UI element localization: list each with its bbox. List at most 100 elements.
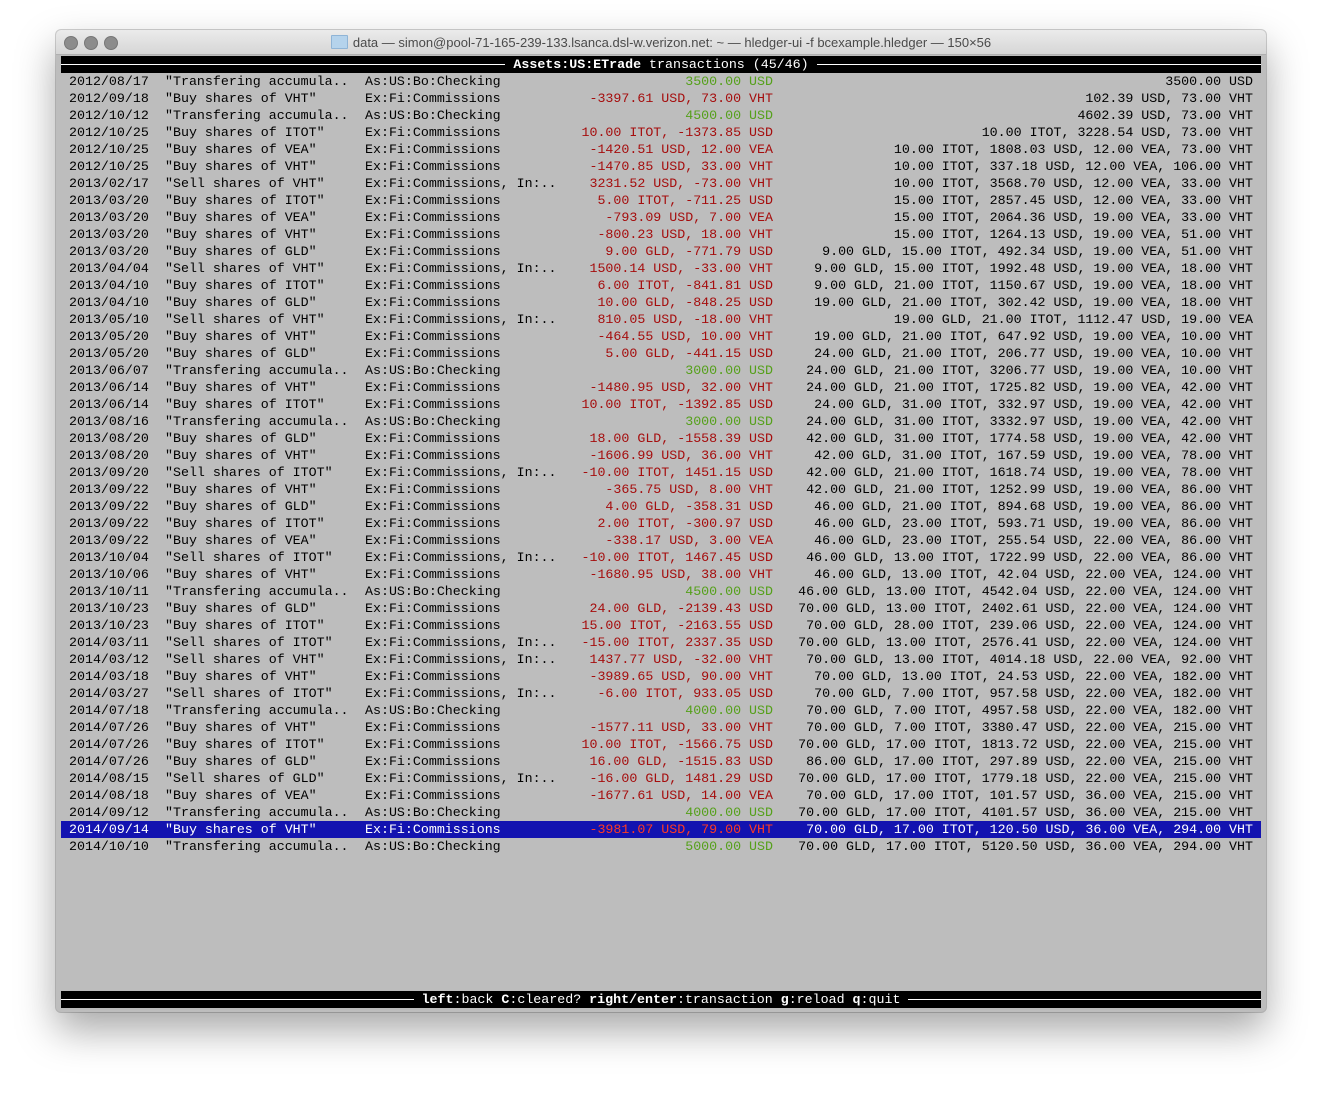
transaction-row[interactable]: 2013/08/20 "Buy shares of VHT" Ex:Fi:Commi… (61, 447, 1261, 464)
row-date: 2014/08/15 (69, 771, 149, 786)
zoom-button[interactable] (104, 36, 118, 50)
transaction-row[interactable]: 2014/03/27 "Sell shares of ITOT" Ex:Fi:Com… (61, 685, 1261, 702)
transaction-row[interactable]: 2013/06/07 "Transfering accumula.. As:US:B… (61, 362, 1261, 379)
minimize-button[interactable] (84, 36, 98, 50)
transaction-row[interactable]: 2013/04/04 "Sell shares of VHT" Ex:Fi:Comm… (61, 260, 1261, 277)
row-desc: "Buy shares of VHT" (165, 329, 317, 344)
transaction-row[interactable]: 2013/08/16 "Transfering accumula.. As:US:B… (61, 413, 1261, 430)
row-account: Ex:Fi:Commissions (365, 125, 501, 140)
transaction-row[interactable]: 2013/09/20 "Sell shares of ITOT" Ex:Fi:Com… (61, 464, 1261, 481)
row-account: Ex:Fi:Commissions (365, 159, 501, 174)
row-balance: 70.00 GLD, 13.00 ITOT, 4014.18 USD, 22.0… (806, 652, 1253, 667)
transaction-row[interactable]: 2013/09/22 "Buy shares of VHT" Ex:Fi:Commi… (61, 481, 1261, 498)
row-desc: "Buy shares of VHT" (165, 227, 317, 242)
row-desc: "Buy shares of GLD" (165, 431, 317, 446)
row-amount: -1470.85 USD, 33.00 VHT (589, 159, 773, 174)
row-amount: 3231.52 USD, -73.00 VHT (589, 176, 773, 191)
row-balance: 19.00 GLD, 21.00 ITOT, 1112.47 USD, 19.0… (893, 312, 1253, 327)
row-amount: 18.00 GLD, -1558.39 USD (589, 431, 773, 446)
footer-key: C (501, 992, 510, 1007)
transaction-row[interactable]: 2013/06/14 "Buy shares of ITOT" Ex:Fi:Comm… (61, 396, 1261, 413)
transaction-row[interactable]: 2013/03/20 "Buy shares of VEA" Ex:Fi:Commi… (61, 209, 1261, 226)
transaction-row[interactable]: 2013/03/20 "Buy shares of ITOT" Ex:Fi:Comm… (61, 192, 1261, 209)
transaction-row[interactable]: 2013/06/14 "Buy shares of VHT" Ex:Fi:Commi… (61, 379, 1261, 396)
transaction-row[interactable]: 2012/10/25 "Buy shares of VEA" Ex:Fi:Commi… (61, 141, 1261, 158)
transaction-row[interactable]: 2013/02/17 "Sell shares of VHT" Ex:Fi:Comm… (61, 175, 1261, 192)
row-balance: 24.00 GLD, 31.00 ITOT, 332.97 USD, 19.00… (814, 397, 1253, 412)
row-date: 2013/09/22 (69, 516, 149, 531)
row-desc: "Buy shares of VEA" (165, 142, 317, 157)
footer-action: reload (796, 992, 845, 1007)
terminal-screen[interactable]: Assets:US:ETrade transactions (45/46) 20… (61, 55, 1261, 1010)
transaction-row[interactable]: 2012/10/25 "Buy shares of ITOT" Ex:Fi:Comm… (61, 124, 1261, 141)
transaction-row[interactable]: 2013/05/10 "Sell shares of VHT" Ex:Fi:Comm… (61, 311, 1261, 328)
transaction-row[interactable]: 2013/03/20 "Buy shares of VHT" Ex:Fi:Commi… (61, 226, 1261, 243)
row-account: Ex:Fi:Commissions, In:.. (365, 686, 557, 701)
close-button[interactable] (64, 36, 78, 50)
transaction-row[interactable]: 2014/07/18 "Transfering accumula.. As:US:B… (61, 702, 1261, 719)
transaction-row[interactable]: 2014/03/18 "Buy shares of VHT" Ex:Fi:Commi… (61, 668, 1261, 685)
row-account: Ex:Fi:Commissions (365, 142, 501, 157)
row-date: 2013/03/20 (69, 227, 149, 242)
row-desc: "Buy shares of VEA" (165, 788, 317, 803)
row-amount: 1500.14 USD, -33.00 VHT (589, 261, 773, 276)
footer-key: right/enter (589, 992, 677, 1007)
row-date: 2013/08/20 (69, 448, 149, 463)
row-balance: 19.00 GLD, 21.00 ITOT, 647.92 USD, 19.00… (814, 329, 1253, 344)
transaction-row[interactable]: 2014/09/12 "Transfering accumula.. As:US:B… (61, 804, 1261, 821)
footer-action: quit (868, 992, 901, 1007)
row-desc: "Buy shares of VHT" (165, 380, 317, 395)
row-date: 2013/08/20 (69, 431, 149, 446)
transaction-row[interactable]: 2013/04/10 "Buy shares of GLD" Ex:Fi:Commi… (61, 294, 1261, 311)
transaction-row[interactable]: 2013/09/22 "Buy shares of VEA" Ex:Fi:Commi… (61, 532, 1261, 549)
transaction-row[interactable]: 2014/08/15 "Sell shares of GLD" Ex:Fi:Comm… (61, 770, 1261, 787)
transaction-row[interactable]: 2013/10/11 "Transfering accumula.. As:US:B… (61, 583, 1261, 600)
transaction-row[interactable]: 2013/10/23 "Buy shares of GLD" Ex:Fi:Commi… (61, 600, 1261, 617)
row-desc: "Sell shares of VHT" (165, 312, 325, 327)
row-date: 2013/10/04 (69, 550, 149, 565)
transaction-row[interactable]: 2014/03/12 "Sell shares of VHT" Ex:Fi:Comm… (61, 651, 1261, 668)
transaction-row[interactable]: 2014/10/10 "Transfering accumula.. As:US:B… (61, 838, 1261, 855)
transaction-row[interactable]: 2013/08/20 "Buy shares of GLD" Ex:Fi:Commi… (61, 430, 1261, 447)
transaction-row[interactable]: 2013/09/22 "Buy shares of GLD" Ex:Fi:Commi… (61, 498, 1261, 515)
row-account: Ex:Fi:Commissions, In:.. (365, 550, 557, 565)
transaction-row[interactable]: 2014/03/11 "Sell shares of ITOT" Ex:Fi:Com… (61, 634, 1261, 651)
transaction-row[interactable]: 2013/04/10 "Buy shares of ITOT" Ex:Fi:Comm… (61, 277, 1261, 294)
transaction-row[interactable]: 2013/09/22 "Buy shares of ITOT" Ex:Fi:Comm… (61, 515, 1261, 532)
row-balance: 9.00 GLD, 15.00 ITOT, 492.34 USD, 19.00 … (822, 244, 1253, 259)
row-desc: "Sell shares of ITOT" (165, 635, 333, 650)
transaction-row[interactable]: 2014/08/18 "Buy shares of VEA" Ex:Fi:Commi… (61, 787, 1261, 804)
row-desc: "Transfering accumula.. (165, 74, 349, 89)
transaction-row[interactable]: 2012/09/18 "Buy shares of VHT" Ex:Fi:Commi… (61, 90, 1261, 107)
row-account: As:US:Bo:Checking (365, 414, 501, 429)
row-account: As:US:Bo:Checking (365, 805, 501, 820)
row-date: 2012/10/12 (69, 108, 149, 123)
transaction-row[interactable]: 2013/10/23 "Buy shares of ITOT" Ex:Fi:Comm… (61, 617, 1261, 634)
transaction-row[interactable]: 2013/03/20 "Buy shares of GLD" Ex:Fi:Commi… (61, 243, 1261, 260)
transaction-row[interactable]: 2012/10/25 "Buy shares of VHT" Ex:Fi:Commi… (61, 158, 1261, 175)
transaction-list[interactable]: 2012/08/17 "Transfering accumula.. As:US:B… (61, 73, 1261, 855)
row-date: 2013/10/11 (69, 584, 149, 599)
transaction-row[interactable]: 2013/05/20 "Buy shares of GLD" Ex:Fi:Commi… (61, 345, 1261, 362)
row-account: As:US:Bo:Checking (365, 363, 501, 378)
row-amount: -1577.11 USD, 33.00 VHT (589, 720, 773, 735)
transaction-row[interactable]: 2014/07/26 "Buy shares of GLD" Ex:Fi:Commi… (61, 753, 1261, 770)
transaction-row[interactable]: 2013/10/06 "Buy shares of VHT" Ex:Fi:Commi… (61, 566, 1261, 583)
row-desc: "Buy shares of VEA" (165, 210, 317, 225)
header-account: Assets:US:ETrade (513, 57, 642, 72)
row-amount: 4500.00 USD (685, 584, 773, 599)
transaction-row[interactable]: 2012/10/12 "Transfering accumula.. As:US:B… (61, 107, 1261, 124)
row-amount: -1677.61 USD, 14.00 VEA (589, 788, 773, 803)
row-desc: "Buy shares of VHT" (165, 669, 317, 684)
transaction-row[interactable]: 2013/05/20 "Buy shares of VHT" Ex:Fi:Commi… (61, 328, 1261, 345)
transaction-row[interactable]: 2012/08/17 "Transfering accumula.. As:US:B… (61, 73, 1261, 90)
row-account: As:US:Bo:Checking (365, 584, 501, 599)
footer-action: cleared? (517, 992, 582, 1007)
row-balance: 24.00 GLD, 31.00 ITOT, 3332.97 USD, 19.0… (806, 414, 1253, 429)
transaction-row[interactable]: 2013/10/04 "Sell shares of ITOT" Ex:Fi:Com… (61, 549, 1261, 566)
transaction-row[interactable]: 2014/07/26 "Buy shares of VHT" Ex:Fi:Commi… (61, 719, 1261, 736)
row-balance: 70.00 GLD, 17.00 ITOT, 1779.18 USD, 22.0… (798, 771, 1253, 786)
transaction-row[interactable]: 2014/07/26 "Buy shares of ITOT" Ex:Fi:Comm… (61, 736, 1261, 753)
row-account: Ex:Fi:Commissions (365, 499, 501, 514)
transaction-row-selected[interactable]: 2014/09/14 "Buy shares of VHT" Ex:Fi:Commi… (61, 821, 1261, 838)
